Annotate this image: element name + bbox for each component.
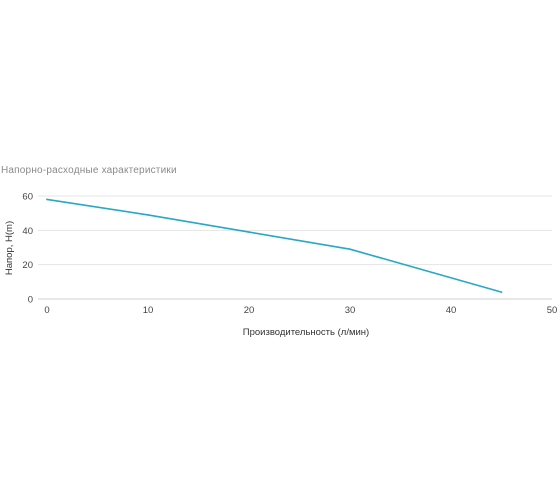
x-tick-label: 10 (143, 305, 154, 316)
x-tick-label: 0 (44, 305, 49, 316)
x-axis-label: Производительность (л/мин) (243, 327, 369, 338)
series-lines (46, 198, 503, 293)
data-point (147, 214, 149, 216)
x-tick-label: 30 (345, 305, 356, 316)
y-tick-label: 0 (28, 295, 33, 306)
y-axis-label: Напор, Н(m) (4, 221, 15, 275)
data-point (248, 231, 250, 233)
data-point (500, 291, 503, 293)
x-tick-label: 50 (547, 305, 558, 316)
gridlines (38, 195, 552, 300)
data-point (46, 198, 48, 201)
series-line-0 (46, 198, 503, 293)
y-tick-labels: 0 20 40 60 (22, 192, 33, 306)
y-tick-label: 60 (22, 192, 33, 203)
x-tick-label: 40 (446, 305, 457, 316)
chart-title: Напорно-расходные характеристики (1, 165, 177, 176)
data-point (349, 248, 351, 251)
x-tick-label: 20 (244, 305, 255, 316)
y-tick-label: 40 (22, 226, 33, 237)
x-tick-labels: 0 10 20 30 40 50 (44, 305, 557, 316)
y-tick-label: 20 (22, 260, 33, 271)
